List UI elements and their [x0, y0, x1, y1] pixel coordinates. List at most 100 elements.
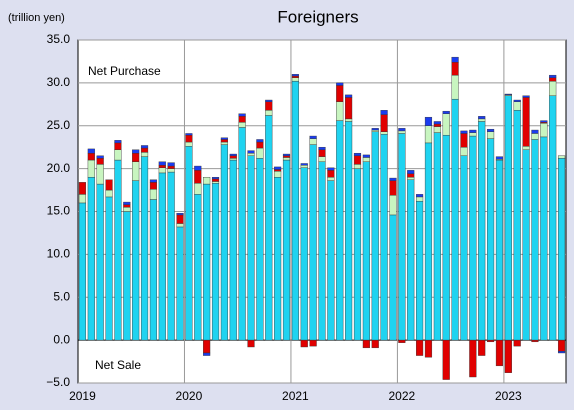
bar-segment	[318, 149, 326, 157]
bar-segment	[96, 183, 104, 341]
bar-segment	[105, 179, 113, 191]
bar-segment	[132, 149, 140, 154]
bar-segment	[327, 180, 335, 341]
bar-segment	[531, 133, 539, 140]
bar-segment	[451, 74, 459, 100]
bar-segment	[194, 170, 202, 184]
bar-segment	[451, 98, 459, 341]
bar-segment	[557, 158, 566, 341]
bar-segment	[291, 80, 299, 341]
bar-segment	[176, 214, 184, 224]
bar-segment	[96, 155, 104, 159]
bar-segment	[274, 170, 282, 178]
bar-segment	[469, 339, 477, 378]
bar-segment	[433, 126, 441, 133]
bar-segment	[274, 169, 282, 172]
bar-segment	[203, 176, 211, 185]
bar-segment	[513, 339, 521, 347]
bar-segment	[416, 196, 424, 202]
bar-segment	[487, 128, 495, 132]
bar-segment	[424, 339, 433, 358]
bar-segment	[531, 339, 539, 343]
bar-segment	[345, 97, 353, 120]
bar-segment	[433, 132, 441, 341]
y-tick-label: 5.0	[53, 289, 70, 303]
bar-segment	[78, 202, 87, 341]
bar-segment	[274, 176, 282, 341]
chart-title: Foreigners	[277, 7, 358, 26]
annotation: Net Purchase	[88, 64, 161, 78]
bar-segment	[167, 168, 175, 173]
bar-segment	[203, 183, 211, 341]
bar-segment	[247, 339, 255, 348]
bar-segment	[380, 131, 388, 135]
bar-segment	[300, 164, 308, 168]
bar-segment	[513, 110, 521, 341]
bar-segment	[522, 149, 530, 341]
y-tick-label: 35.0	[47, 32, 71, 46]
bar-segment	[265, 99, 273, 102]
bar-segment	[433, 121, 441, 125]
bar-segment	[123, 201, 131, 205]
bar-segment	[123, 211, 131, 341]
bar-segment	[149, 182, 157, 190]
bar-segment	[513, 101, 521, 111]
bar-segment	[442, 113, 450, 136]
bar-segment	[282, 159, 291, 341]
bar-segment	[442, 339, 450, 380]
bar-segment	[398, 133, 406, 341]
bar-segment	[96, 158, 104, 165]
bar-segment	[416, 201, 424, 341]
bar-segment	[291, 77, 299, 82]
bar-segment	[247, 150, 255, 154]
bar-segment	[167, 165, 175, 169]
bar-segment	[300, 167, 308, 341]
bar-segment	[380, 110, 388, 115]
bar-segment	[531, 129, 539, 134]
bar-segment	[389, 177, 397, 181]
bar-segment	[336, 82, 344, 86]
bar-segment	[105, 189, 113, 198]
bar-segment	[469, 132, 477, 137]
bar-segment	[478, 116, 486, 120]
bar-segment	[549, 77, 557, 82]
x-tick-label: 2020	[176, 389, 203, 403]
x-tick-label: 2022	[389, 389, 416, 403]
bar-segment	[185, 134, 193, 143]
y-tick-label: 0.0	[53, 332, 70, 346]
bar-segment	[220, 141, 228, 145]
y-tick-label: 10.0	[47, 247, 71, 261]
bar-segment	[176, 226, 184, 341]
bar-segment	[504, 93, 512, 96]
bar-segment	[487, 131, 495, 139]
bar-segment	[398, 339, 406, 343]
bar-segment	[274, 166, 282, 170]
bar-segment	[158, 172, 166, 341]
bar-segment	[522, 95, 530, 98]
bar-segment	[318, 161, 326, 341]
bar-segment	[442, 110, 450, 114]
bar-segment	[460, 146, 468, 156]
bar-segment	[211, 183, 220, 341]
bar-segment	[460, 130, 468, 134]
bar-segment	[140, 147, 149, 153]
bar-segment	[371, 131, 379, 341]
bar-segment	[460, 133, 468, 148]
bar-segment	[229, 159, 237, 341]
y-tick-label: 25.0	[47, 118, 71, 132]
bar-segment	[300, 163, 308, 166]
bar-segment	[87, 148, 95, 154]
bar-segment	[318, 146, 326, 150]
bar-segment	[407, 176, 415, 180]
bar-segment	[371, 339, 379, 349]
bar-segment	[549, 74, 557, 78]
bar-segment	[398, 128, 406, 132]
bar-segment	[256, 139, 264, 143]
bar-segment	[87, 159, 95, 178]
bar-segment	[123, 207, 131, 212]
bar-segment	[194, 183, 202, 195]
bar-segment	[522, 97, 530, 147]
bar-segment	[291, 75, 299, 78]
bar-segment	[469, 129, 477, 133]
